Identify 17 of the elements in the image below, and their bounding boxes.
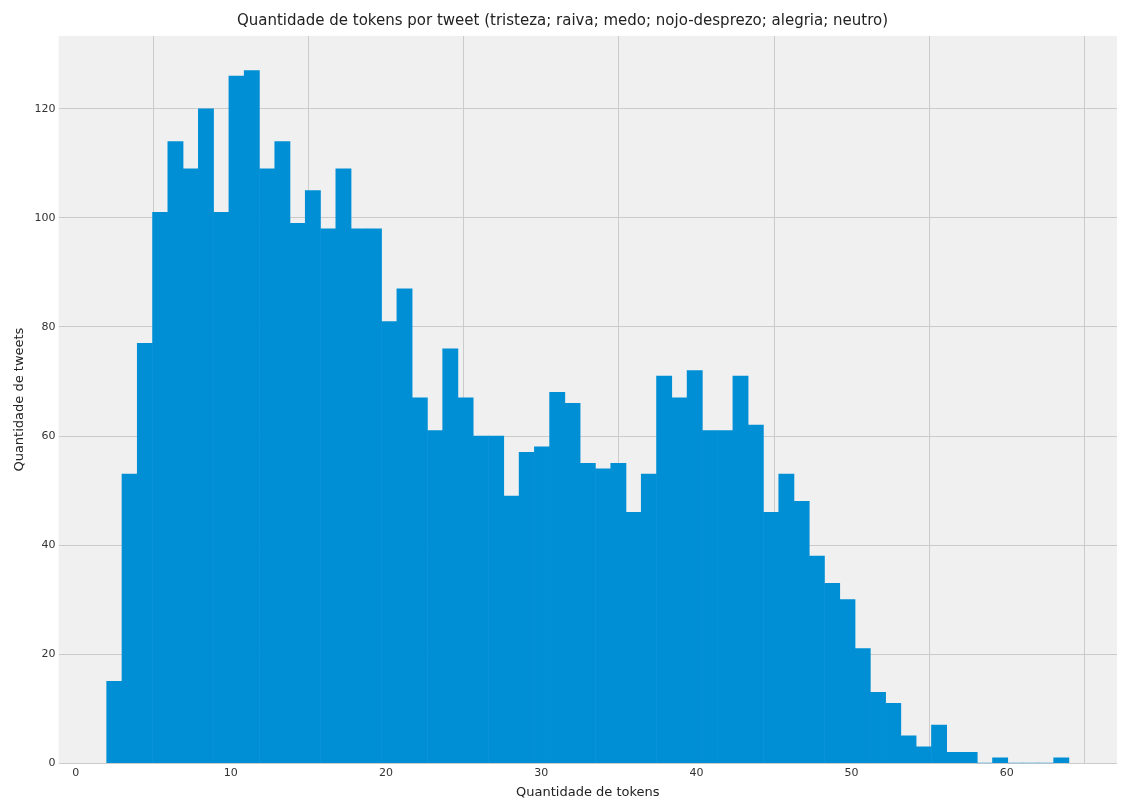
y-tick-label: 20 bbox=[41, 646, 56, 660]
x-tick-label: 0 bbox=[72, 765, 80, 779]
y-tick-label: 0 bbox=[48, 756, 56, 770]
x-tick-label: 20 bbox=[379, 765, 394, 779]
x-tick-label: 60 bbox=[999, 765, 1014, 779]
x-tick-label: 40 bbox=[689, 765, 704, 779]
y-tick-label: 80 bbox=[41, 319, 56, 333]
x-tick-label: 50 bbox=[844, 765, 859, 779]
x-tick-label: 30 bbox=[534, 765, 549, 779]
x-axis-title: Quantidade de tokens bbox=[516, 783, 660, 799]
y-axis-title: Quantidade de tweets bbox=[11, 327, 27, 472]
chart-title: Quantidade de tokens por tweet (tristeza; raiva; medo; nojo-desprezo; alegria; neutro) bbox=[236, 10, 889, 29]
y-tick-label: 120 bbox=[34, 101, 56, 115]
x-tick-label: 10 bbox=[223, 765, 238, 779]
y-tick-label: 40 bbox=[41, 537, 56, 551]
y-tick-label: 60 bbox=[41, 428, 56, 442]
y-tick-label: 100 bbox=[34, 210, 56, 224]
